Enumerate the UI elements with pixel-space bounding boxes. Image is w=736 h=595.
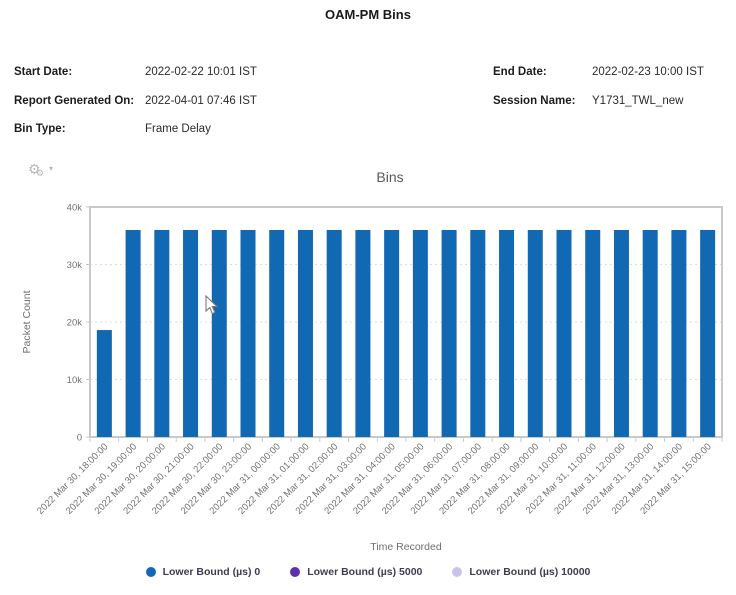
legend-dot-icon <box>452 567 463 577</box>
bar[interactable] <box>326 230 342 437</box>
legend-dot-icon <box>290 567 301 577</box>
gear-icon: ⚙ <box>28 161 41 177</box>
report-generated-label: Report Generated On: <box>14 95 135 107</box>
bar[interactable] <box>355 230 371 437</box>
y-tick-label: 30k <box>67 260 83 271</box>
y-tick-label: 20k <box>67 318 83 329</box>
caret-down-icon: ▾ <box>49 164 54 173</box>
y-tick-label: 10k <box>67 375 83 386</box>
bar[interactable] <box>384 230 400 437</box>
legend-item[interactable]: Lower Bound (µs) 10000 <box>452 566 590 578</box>
bar[interactable] <box>297 230 313 437</box>
legend-dot-icon <box>145 567 156 577</box>
legend-label: Lower Bound (µs) 5000 <box>307 566 423 578</box>
legend-item[interactable]: Lower Bound (µs) 0 <box>145 566 261 578</box>
bar[interactable] <box>125 230 141 437</box>
chart-legend: Lower Bound (µs) 0 Lower Bound (µs) 5000 L… <box>0 566 736 578</box>
session-name-value: Y1731_TWL_new <box>592 95 684 107</box>
end-date-value: 2022-02-23 10:00 IST <box>592 66 704 78</box>
legend-label: Lower Bound (µs) 10000 <box>469 566 591 578</box>
legend-item[interactable]: Lower Bound (µs) 5000 <box>290 566 422 578</box>
page-title: OAM-PM Bins <box>325 7 411 22</box>
y-tick-label: 40k <box>67 203 83 214</box>
bar[interactable] <box>96 330 112 437</box>
start-date-value: 2022-02-22 10:01 IST <box>145 66 257 78</box>
session-name-label: Session Name: <box>493 95 576 107</box>
chart-title: Bins <box>376 169 404 185</box>
y-tick-label: 0 <box>77 433 82 444</box>
bar[interactable] <box>499 230 515 437</box>
bin-type-label: Bin Type: <box>14 123 66 135</box>
x-axis-title: Time Recorded <box>370 541 442 553</box>
bar[interactable] <box>642 230 658 437</box>
bar[interactable] <box>412 230 428 437</box>
report-generated-value: 2022-04-01 07:46 IST <box>145 95 257 107</box>
bar[interactable] <box>527 230 543 437</box>
legend-label: Lower Bound (µs) 0 <box>162 566 261 578</box>
bar[interactable] <box>211 230 227 437</box>
bar[interactable] <box>240 230 256 437</box>
chart-settings-button[interactable]: ⚙ ⚙ ▾ <box>28 162 62 184</box>
start-date-label: Start Date: <box>14 66 73 78</box>
bar[interactable] <box>556 230 572 437</box>
end-date-label: End Date: <box>493 66 547 78</box>
bar[interactable] <box>700 230 716 437</box>
gear-small-icon: ⚙ <box>36 168 45 178</box>
bar[interactable] <box>585 230 601 437</box>
bar[interactable] <box>154 230 170 437</box>
bar[interactable] <box>470 230 486 437</box>
plot-border <box>89 206 723 438</box>
bar[interactable] <box>613 230 629 437</box>
bar[interactable] <box>441 230 457 437</box>
bin-type-value: Frame Delay <box>145 123 211 135</box>
bar[interactable] <box>671 230 687 437</box>
bar[interactable] <box>183 230 199 437</box>
y-axis-title: Packet Count <box>21 290 33 353</box>
bar[interactable] <box>269 230 285 437</box>
